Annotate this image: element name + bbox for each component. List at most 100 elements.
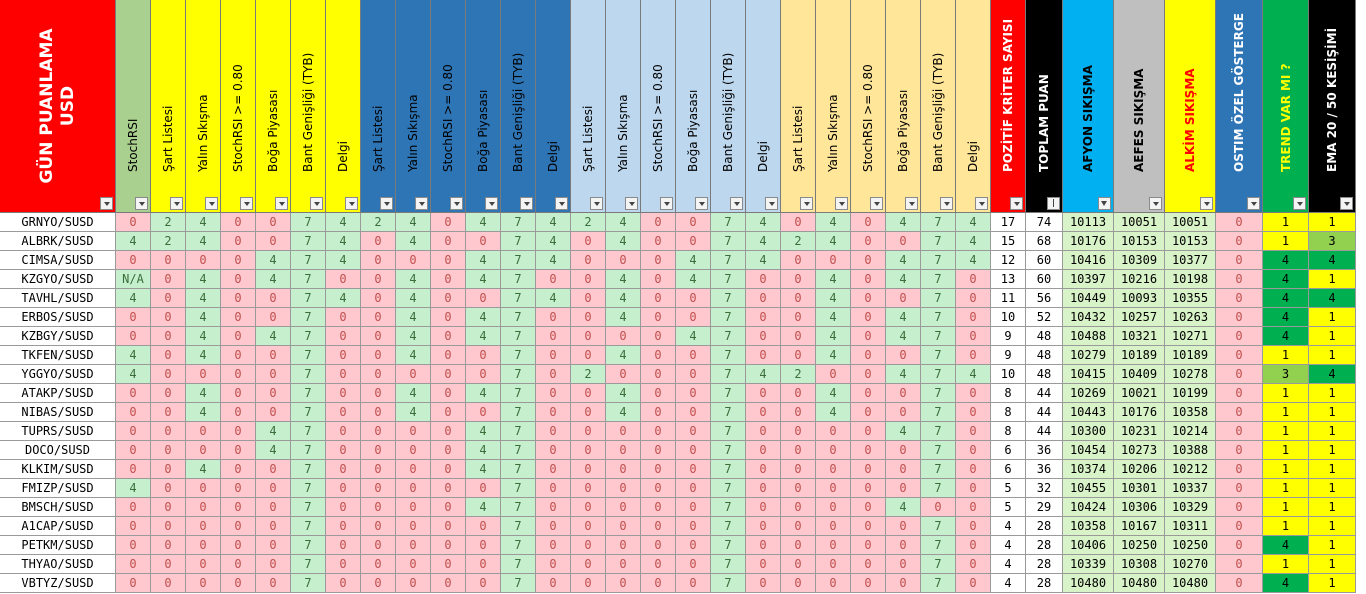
- value-cell[interactable]: 1: [1263, 498, 1309, 517]
- value-cell[interactable]: 0: [1216, 574, 1263, 593]
- value-cell[interactable]: 7: [501, 346, 536, 365]
- value-cell[interactable]: 0: [641, 555, 676, 574]
- value-cell[interactable]: 7: [291, 498, 326, 517]
- value-cell[interactable]: 4: [396, 403, 431, 422]
- value-cell[interactable]: 4: [326, 289, 361, 308]
- symbol-cell[interactable]: ERBOS/SUSD: [0, 308, 116, 327]
- value-cell[interactable]: 0: [641, 517, 676, 536]
- value-cell[interactable]: 0: [536, 346, 571, 365]
- value-cell[interactable]: 0: [851, 365, 886, 384]
- filter-dropdown-icon[interactable]: [695, 197, 708, 210]
- value-cell[interactable]: 0: [886, 555, 921, 574]
- filter-dropdown-icon[interactable]: [870, 197, 883, 210]
- filter-dropdown-icon[interactable]: [450, 197, 463, 210]
- value-cell[interactable]: 7: [291, 232, 326, 251]
- value-cell[interactable]: 4: [956, 213, 991, 232]
- filter-dropdown-icon[interactable]: [415, 197, 428, 210]
- value-cell[interactable]: 7: [501, 327, 536, 346]
- value-cell[interactable]: 4: [676, 270, 711, 289]
- value-cell[interactable]: 56: [1026, 289, 1063, 308]
- value-cell[interactable]: 0: [851, 517, 886, 536]
- value-cell[interactable]: 8: [991, 403, 1026, 422]
- value-cell[interactable]: 4: [1309, 251, 1356, 270]
- value-cell[interactable]: 4: [816, 213, 851, 232]
- value-cell[interactable]: 0: [571, 251, 606, 270]
- value-cell[interactable]: 0: [886, 232, 921, 251]
- value-cell[interactable]: 0: [396, 365, 431, 384]
- filter-dropdown-icon[interactable]: [1247, 197, 1260, 210]
- value-cell[interactable]: 4: [606, 213, 641, 232]
- value-cell[interactable]: 0: [256, 232, 291, 251]
- value-cell[interactable]: 1: [1263, 517, 1309, 536]
- value-cell[interactable]: 7: [711, 270, 746, 289]
- value-cell[interactable]: 0: [956, 346, 991, 365]
- value-cell[interactable]: 0: [221, 479, 256, 498]
- value-cell[interactable]: 0: [151, 346, 186, 365]
- value-cell[interactable]: 0: [956, 308, 991, 327]
- symbol-cell[interactable]: NIBAS/SUSD: [0, 403, 116, 422]
- value-cell[interactable]: 4: [466, 327, 501, 346]
- value-cell[interactable]: 0: [326, 441, 361, 460]
- value-cell[interactable]: 0: [781, 479, 816, 498]
- value-cell[interactable]: 0: [431, 517, 466, 536]
- value-cell[interactable]: 0: [571, 308, 606, 327]
- value-cell[interactable]: 0: [536, 327, 571, 346]
- value-cell[interactable]: 4: [396, 232, 431, 251]
- filter-dropdown-icon[interactable]: [1293, 197, 1306, 210]
- value-cell[interactable]: 0: [431, 365, 466, 384]
- value-cell[interactable]: 4: [536, 289, 571, 308]
- value-cell[interactable]: 4: [886, 498, 921, 517]
- symbol-cell[interactable]: DOCO/SUSD: [0, 441, 116, 460]
- filter-dropdown-icon[interactable]: [345, 197, 358, 210]
- value-cell[interactable]: 10263: [1165, 308, 1216, 327]
- value-cell[interactable]: 0: [466, 517, 501, 536]
- symbol-cell[interactable]: KZGYO/SUSD: [0, 270, 116, 289]
- value-cell[interactable]: 0: [151, 555, 186, 574]
- value-cell[interactable]: 0: [1216, 441, 1263, 460]
- value-cell[interactable]: 4: [256, 327, 291, 346]
- value-cell[interactable]: 0: [851, 479, 886, 498]
- value-cell[interactable]: 0: [536, 498, 571, 517]
- value-cell[interactable]: 0: [326, 498, 361, 517]
- filter-dropdown-icon[interactable]: [625, 197, 638, 210]
- value-cell[interactable]: 0: [116, 555, 151, 574]
- value-cell[interactable]: 0: [326, 536, 361, 555]
- value-cell[interactable]: 0: [641, 422, 676, 441]
- symbol-cell[interactable]: A1CAP/SUSD: [0, 517, 116, 536]
- value-cell[interactable]: 4: [956, 251, 991, 270]
- value-cell[interactable]: 7: [711, 403, 746, 422]
- value-cell[interactable]: 0: [151, 327, 186, 346]
- value-cell[interactable]: 7: [711, 251, 746, 270]
- value-cell[interactable]: 44: [1026, 384, 1063, 403]
- value-cell[interactable]: 10480: [1063, 574, 1114, 593]
- value-cell[interactable]: 10051: [1114, 213, 1165, 232]
- value-cell[interactable]: 7: [711, 517, 746, 536]
- value-cell[interactable]: 0: [326, 270, 361, 289]
- value-cell[interactable]: 0: [641, 403, 676, 422]
- value-cell[interactable]: 4: [466, 308, 501, 327]
- value-cell[interactable]: 4: [536, 213, 571, 232]
- value-cell[interactable]: 7: [921, 327, 956, 346]
- value-cell[interactable]: 4: [1263, 289, 1309, 308]
- symbol-cell[interactable]: TAVHL/SUSD: [0, 289, 116, 308]
- value-cell[interactable]: 4: [606, 232, 641, 251]
- value-cell[interactable]: 10273: [1114, 441, 1165, 460]
- value-cell[interactable]: 0: [851, 308, 886, 327]
- value-cell[interactable]: 0: [151, 517, 186, 536]
- value-cell[interactable]: 5: [991, 498, 1026, 517]
- value-cell[interactable]: 7: [921, 460, 956, 479]
- value-cell[interactable]: 0: [886, 403, 921, 422]
- value-cell[interactable]: 0: [186, 365, 221, 384]
- value-cell[interactable]: 10250: [1114, 536, 1165, 555]
- value-cell[interactable]: 0: [571, 422, 606, 441]
- value-cell[interactable]: 4: [396, 384, 431, 403]
- value-cell[interactable]: 0: [151, 365, 186, 384]
- value-cell[interactable]: 4: [1309, 289, 1356, 308]
- value-cell[interactable]: 0: [256, 460, 291, 479]
- value-cell[interactable]: 7: [501, 536, 536, 555]
- value-cell[interactable]: 0: [781, 574, 816, 593]
- value-cell[interactable]: 4: [466, 213, 501, 232]
- value-cell[interactable]: 0: [851, 555, 886, 574]
- value-cell[interactable]: 4: [326, 213, 361, 232]
- value-cell[interactable]: 0: [536, 555, 571, 574]
